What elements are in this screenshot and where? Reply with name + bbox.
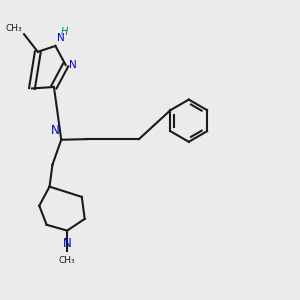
Text: N: N xyxy=(51,124,60,137)
Text: CH₃: CH₃ xyxy=(6,24,22,33)
Text: N: N xyxy=(57,33,64,43)
Text: CH₃: CH₃ xyxy=(59,256,75,266)
Text: N: N xyxy=(69,60,77,70)
Text: H: H xyxy=(61,27,68,37)
Text: N: N xyxy=(63,237,71,250)
